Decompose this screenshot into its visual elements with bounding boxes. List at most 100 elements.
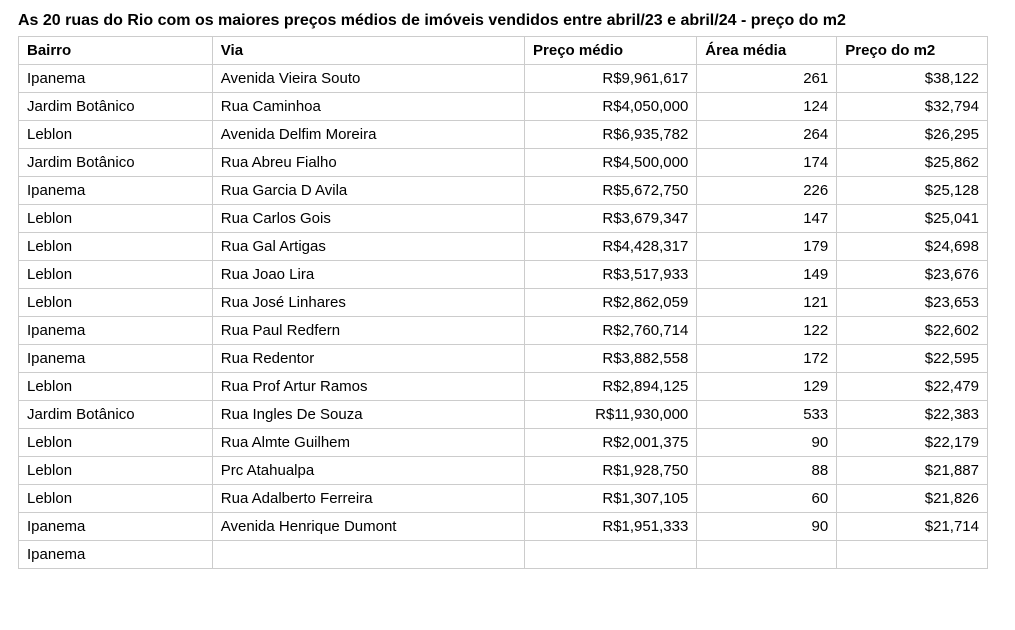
cell-pm2: $22,479 [837, 373, 988, 401]
cell-preco: R$2,760,714 [525, 317, 697, 345]
cell-via: Avenida Delfim Moreira [212, 121, 524, 149]
cell-via: Rua Adalberto Ferreira [212, 485, 524, 513]
cell-preco: R$11,930,000 [525, 401, 697, 429]
cell-via: Rua Redentor [212, 345, 524, 373]
cell-pm2: $24,698 [837, 233, 988, 261]
cell-preco: R$2,862,059 [525, 289, 697, 317]
cell-preco: R$3,882,558 [525, 345, 697, 373]
table-row: LeblonPrc AtahualpaR$1,928,75088$21,887 [19, 457, 988, 485]
table-body: IpanemaAvenida Vieira SoutoR$9,961,61726… [19, 65, 988, 569]
cell-via: Rua Ingles De Souza [212, 401, 524, 429]
cell-area: 149 [697, 261, 837, 289]
cell-pm2: $22,595 [837, 345, 988, 373]
cell-area: 179 [697, 233, 837, 261]
cell-via: Rua Caminhoa [212, 93, 524, 121]
cell-bairro: Leblon [19, 373, 213, 401]
cell-area: 533 [697, 401, 837, 429]
cell-pm2: $22,179 [837, 429, 988, 457]
table-row: LeblonRua José LinharesR$2,862,059121$23… [19, 289, 988, 317]
cell-preco: R$4,428,317 [525, 233, 697, 261]
cell-bairro: Jardim Botânico [19, 401, 213, 429]
col-header-preco: Preço médio [525, 37, 697, 65]
cell-via: Prc Atahualpa [212, 457, 524, 485]
table-row: IpanemaRua Garcia D AvilaR$5,672,750226$… [19, 177, 988, 205]
cell-bairro: Jardim Botânico [19, 93, 213, 121]
cell-pm2: $21,714 [837, 513, 988, 541]
price-table: Bairro Via Preço médio Área média Preço … [18, 36, 988, 569]
cell-preco [525, 541, 697, 569]
cell-via: Rua Gal Artigas [212, 233, 524, 261]
cell-area: 264 [697, 121, 837, 149]
cell-pm2: $21,826 [837, 485, 988, 513]
cell-area: 88 [697, 457, 837, 485]
table-header-row: Bairro Via Preço médio Área média Preço … [19, 37, 988, 65]
cell-via: Rua Paul Redfern [212, 317, 524, 345]
cell-area: 147 [697, 205, 837, 233]
cell-preco: R$4,050,000 [525, 93, 697, 121]
table-row: LeblonRua Gal ArtigasR$4,428,317179$24,6… [19, 233, 988, 261]
cell-area: 122 [697, 317, 837, 345]
cell-preco: R$1,928,750 [525, 457, 697, 485]
table-row: LeblonRua Almte GuilhemR$2,001,37590$22,… [19, 429, 988, 457]
cell-preco: R$3,517,933 [525, 261, 697, 289]
cell-preco: R$1,951,333 [525, 513, 697, 541]
cell-bairro: Leblon [19, 121, 213, 149]
cell-via: Rua José Linhares [212, 289, 524, 317]
table-row: Jardim BotânicoRua CaminhoaR$4,050,00012… [19, 93, 988, 121]
cell-preco: R$9,961,617 [525, 65, 697, 93]
table-row: IpanemaAvenida Henrique DumontR$1,951,33… [19, 513, 988, 541]
table-row: Jardim BotânicoRua Abreu FialhoR$4,500,0… [19, 149, 988, 177]
cell-pm2: $25,862 [837, 149, 988, 177]
cell-pm2: $22,383 [837, 401, 988, 429]
cell-bairro: Ipanema [19, 65, 213, 93]
cell-bairro: Leblon [19, 457, 213, 485]
cell-area: 261 [697, 65, 837, 93]
table-row: Ipanema [19, 541, 988, 569]
cell-pm2: $25,041 [837, 205, 988, 233]
cell-pm2: $22,602 [837, 317, 988, 345]
cell-via: Avenida Vieira Souto [212, 65, 524, 93]
cell-bairro: Ipanema [19, 317, 213, 345]
cell-bairro: Ipanema [19, 177, 213, 205]
cell-area: 60 [697, 485, 837, 513]
cell-area: 129 [697, 373, 837, 401]
cell-via: Rua Joao Lira [212, 261, 524, 289]
cell-pm2: $21,887 [837, 457, 988, 485]
cell-area: 174 [697, 149, 837, 177]
cell-pm2 [837, 541, 988, 569]
cell-pm2: $38,122 [837, 65, 988, 93]
cell-preco: R$4,500,000 [525, 149, 697, 177]
cell-bairro: Ipanema [19, 541, 213, 569]
cell-preco: R$2,894,125 [525, 373, 697, 401]
cell-via: Rua Almte Guilhem [212, 429, 524, 457]
cell-preco: R$6,935,782 [525, 121, 697, 149]
col-header-pm2: Preço do m2 [837, 37, 988, 65]
cell-pm2: $32,794 [837, 93, 988, 121]
cell-via: Avenida Henrique Dumont [212, 513, 524, 541]
cell-area: 226 [697, 177, 837, 205]
table-row: Jardim BotânicoRua Ingles De SouzaR$11,9… [19, 401, 988, 429]
cell-preco: R$3,679,347 [525, 205, 697, 233]
table-row: LeblonRua Carlos GoisR$3,679,347147$25,0… [19, 205, 988, 233]
cell-bairro: Leblon [19, 205, 213, 233]
cell-preco: R$5,672,750 [525, 177, 697, 205]
table-row: LeblonAvenida Delfim MoreiraR$6,935,7822… [19, 121, 988, 149]
cell-via: Rua Abreu Fialho [212, 149, 524, 177]
table-row: IpanemaRua Paul RedfernR$2,760,714122$22… [19, 317, 988, 345]
cell-bairro: Leblon [19, 485, 213, 513]
cell-area: 172 [697, 345, 837, 373]
table-row: IpanemaRua RedentorR$3,882,558172$22,595 [19, 345, 988, 373]
cell-area: 90 [697, 513, 837, 541]
cell-bairro: Leblon [19, 233, 213, 261]
cell-bairro: Ipanema [19, 513, 213, 541]
cell-bairro: Leblon [19, 261, 213, 289]
col-header-via: Via [212, 37, 524, 65]
cell-bairro: Ipanema [19, 345, 213, 373]
cell-preco: R$2,001,375 [525, 429, 697, 457]
col-header-bairro: Bairro [19, 37, 213, 65]
cell-pm2: $25,128 [837, 177, 988, 205]
cell-area: 90 [697, 429, 837, 457]
cell-via: Rua Prof Artur Ramos [212, 373, 524, 401]
cell-via: Rua Carlos Gois [212, 205, 524, 233]
col-header-area: Área média [697, 37, 837, 65]
